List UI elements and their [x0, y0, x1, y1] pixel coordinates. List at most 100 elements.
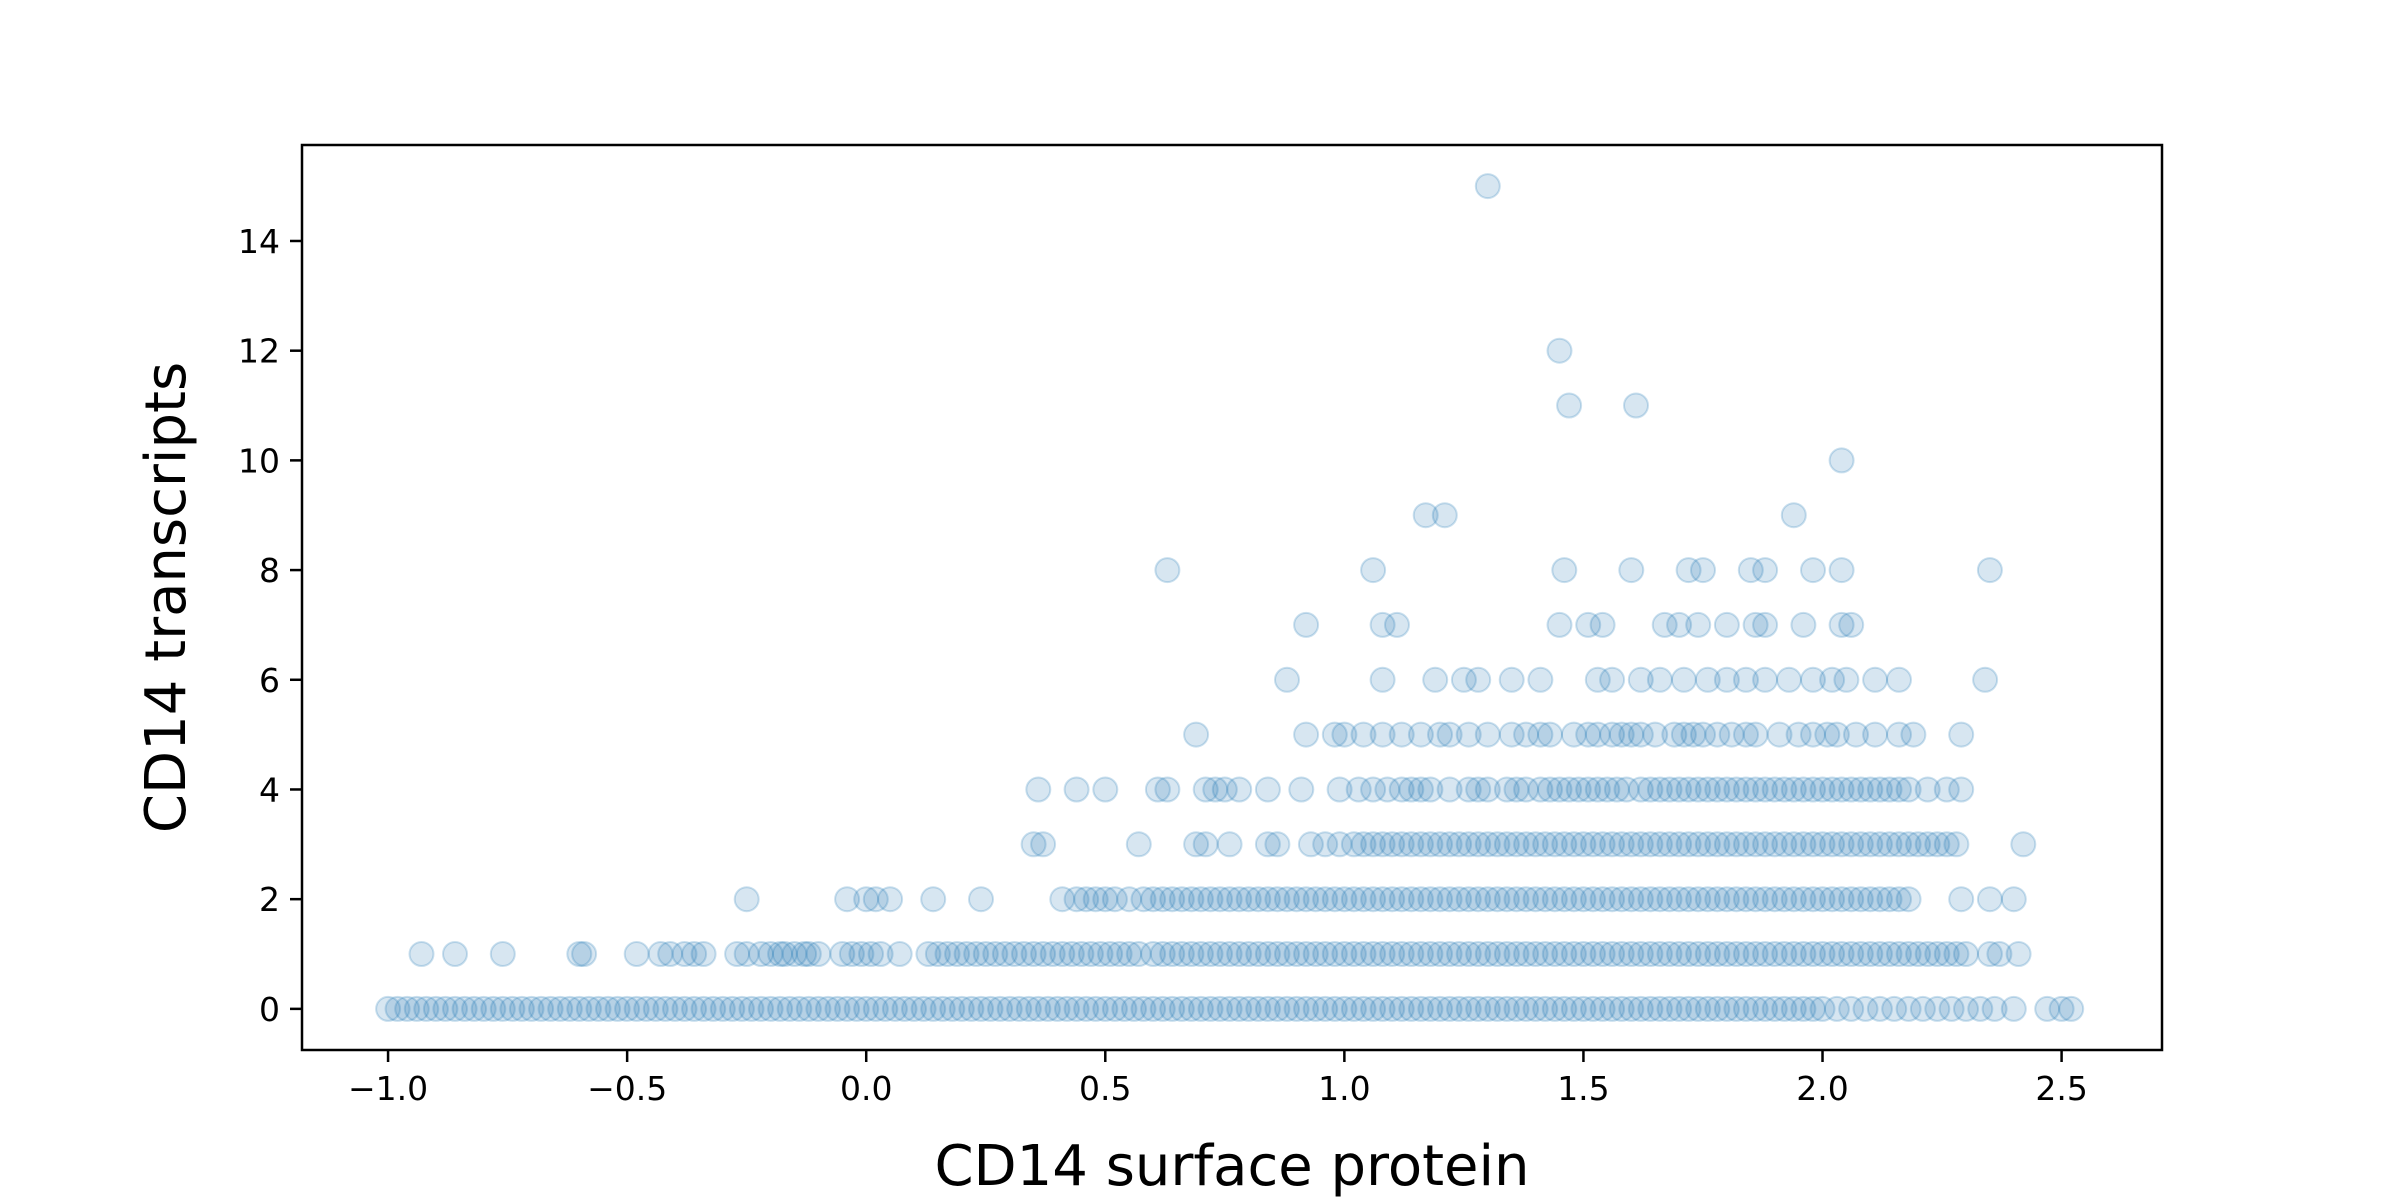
- data-point: [1838, 941, 1865, 967]
- data-point: [1293, 941, 1320, 967]
- data-point: [1599, 666, 1626, 693]
- data-point: [662, 995, 688, 1022]
- data-point: [1924, 941, 1951, 967]
- data-point: [991, 941, 1018, 967]
- data-point: [1274, 995, 1300, 1022]
- data-point: [1254, 886, 1281, 913]
- data-point: [1312, 995, 1339, 1022]
- data-point: [1245, 886, 1272, 913]
- data-point: [834, 886, 861, 913]
- data-point: [791, 941, 818, 967]
- data-point: [1149, 941, 1176, 967]
- data-point: [1321, 886, 1348, 913]
- data-point: [1752, 941, 1779, 967]
- data-point: [2005, 941, 2032, 967]
- data-point: [1006, 995, 1033, 1022]
- data-point: [1986, 941, 2013, 967]
- data-point: [1431, 502, 1458, 529]
- data-point: [1627, 831, 1654, 858]
- data-point: [1599, 886, 1626, 913]
- data-point: [1847, 831, 1874, 858]
- data-point: [1733, 995, 1759, 1022]
- data-point: [1293, 886, 1320, 913]
- data-point: [422, 995, 449, 1022]
- data-point: [1537, 776, 1563, 803]
- data-point: [829, 941, 856, 967]
- data-point: [1733, 666, 1759, 693]
- data-point: [1733, 886, 1759, 913]
- data-point: [1044, 995, 1071, 1022]
- data-point: [547, 995, 574, 1022]
- data-point: [1900, 721, 1927, 748]
- data-point: [1828, 941, 1855, 967]
- data-point: [1168, 995, 1195, 1022]
- data-point: [442, 995, 468, 1022]
- data-point: [1938, 995, 1965, 1022]
- data-point: [1388, 721, 1415, 748]
- data-point: [1187, 886, 1214, 913]
- data-point: [1713, 611, 1740, 638]
- data-point: [1704, 776, 1731, 803]
- data-point: [1450, 666, 1477, 693]
- data-point: [1312, 886, 1339, 913]
- data-point: [1082, 886, 1109, 913]
- data-point: [1948, 721, 1975, 748]
- data-point: [1967, 995, 1994, 1022]
- data-point: [1642, 721, 1669, 748]
- data-point: [1427, 941, 1453, 967]
- data-point: [1537, 721, 1563, 748]
- data-point: [1618, 995, 1645, 1022]
- data-point: [442, 941, 468, 967]
- x-axis-label: CD14 surface protein: [934, 1134, 1529, 1199]
- data-point: [1857, 776, 1884, 803]
- data-point: [1398, 886, 1425, 913]
- data-point: [1345, 776, 1372, 803]
- data-point: [1895, 831, 1922, 858]
- data-point: [1704, 941, 1731, 967]
- data-point: [872, 995, 899, 1022]
- data-point: [1092, 776, 1119, 803]
- x-tick-label: 1.5: [1557, 1069, 1609, 1108]
- data-point: [1474, 941, 1501, 967]
- data-point: [1407, 776, 1434, 803]
- data-point: [1183, 831, 1210, 858]
- data-point: [891, 995, 918, 1022]
- data-point: [1049, 941, 1076, 967]
- data-point: [1503, 831, 1530, 858]
- data-point: [724, 941, 751, 967]
- y-tick-label: 6: [259, 661, 280, 700]
- data-point: [1690, 557, 1716, 584]
- data-point: [1589, 886, 1616, 913]
- data-point: [2058, 995, 2085, 1022]
- data-point: [1685, 995, 1712, 1022]
- data-point: [1541, 886, 1568, 913]
- data-point: [1398, 831, 1425, 858]
- data-point: [1503, 776, 1530, 803]
- data-point: [1857, 941, 1884, 967]
- data-point: [1608, 941, 1635, 967]
- data-point: [910, 995, 937, 1022]
- data-point: [1465, 941, 1492, 967]
- data-point: [1752, 557, 1779, 584]
- data-point: [1761, 995, 1788, 1022]
- data-point: [881, 995, 908, 1022]
- data-point: [1575, 776, 1602, 803]
- data-point: [1340, 995, 1367, 1022]
- data-point: [1455, 721, 1482, 748]
- data-point: [1484, 831, 1511, 858]
- data-point: [1121, 995, 1147, 1022]
- data-point: [1312, 831, 1339, 858]
- data-point: [1723, 995, 1750, 1022]
- data-point: [1551, 995, 1578, 1022]
- data-point: [1503, 995, 1530, 1022]
- data-point: [1976, 941, 2003, 967]
- data-point: [1685, 831, 1712, 858]
- x-tick-label: 1.0: [1318, 1069, 1370, 1108]
- data-point: [1226, 886, 1253, 913]
- data-point: [518, 995, 545, 1022]
- data-point: [1288, 776, 1315, 803]
- data-point: [1254, 831, 1281, 858]
- data-point: [604, 995, 631, 1022]
- data-point: [934, 941, 961, 967]
- data-point: [1436, 995, 1463, 1022]
